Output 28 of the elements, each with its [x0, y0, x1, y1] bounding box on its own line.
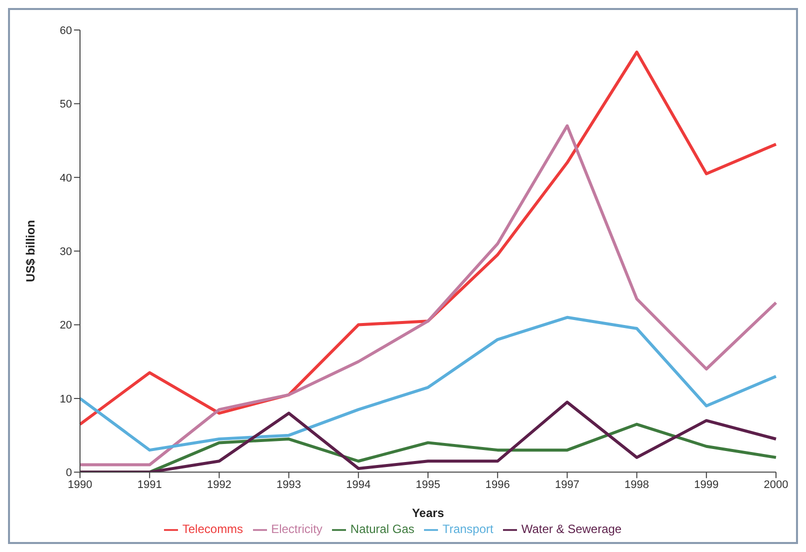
x-tick-label: 1994	[346, 478, 371, 491]
legend-label: Water & Sewerage	[521, 522, 622, 536]
x-tick-label: 1996	[485, 478, 510, 491]
y-tick-label: 30	[60, 246, 72, 258]
line-series	[78, 316, 778, 452]
y-tick-label: 40	[60, 172, 72, 184]
y-tick-label: 60	[60, 24, 72, 37]
line-series	[78, 50, 778, 426]
y-axis-title: US$ billion	[23, 220, 38, 282]
x-axis-title: Years	[412, 506, 444, 520]
legend-label: Electricity	[271, 522, 322, 536]
y-tick-label: 10	[60, 393, 72, 406]
legend-label: Telecomms	[182, 522, 244, 536]
y-tick-label: 20	[60, 320, 72, 332]
x-tick-label: 1993	[276, 478, 302, 491]
legend-label: Transport	[442, 522, 494, 536]
legend-label: Natural Gas	[350, 522, 414, 536]
x-tick-label: 1995	[416, 478, 440, 491]
x-tick-label: 1991	[137, 478, 162, 491]
x-tick-label: 2000	[764, 478, 788, 491]
x-tick-label: 1992	[206, 478, 232, 491]
x-tick-label: 1998	[624, 478, 650, 491]
x-tick-label: 1990	[68, 478, 92, 491]
line-series	[78, 124, 778, 466]
y-tick-label: 0	[66, 467, 72, 480]
y-tick-label: 50	[60, 98, 72, 111]
x-tick-label: 1999	[694, 478, 719, 491]
x-tick-label: 1997	[554, 478, 580, 491]
